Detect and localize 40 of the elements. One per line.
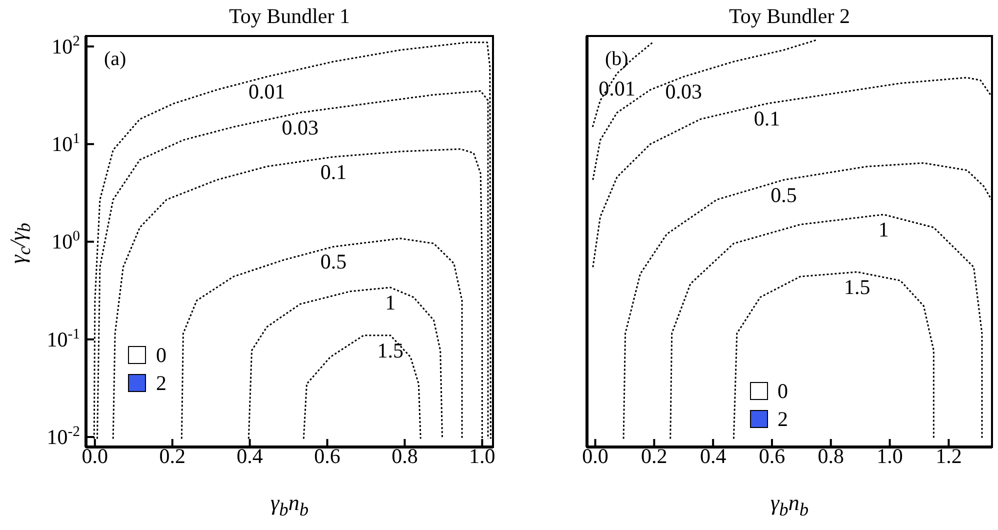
- y-tick-label: 10$^{-2}$: [46, 424, 80, 450]
- series-label: 1: [385, 290, 396, 314]
- x-tick-label: 0.2: [641, 444, 668, 468]
- series-label: 0.5: [770, 182, 797, 207]
- chart-title: Toy Bundler 1: [228, 4, 352, 29]
- x-axis-title: γ$_{b}$n$_{b}$: [769, 490, 810, 520]
- series-label: 0.03: [282, 116, 319, 140]
- x-tick-label: 0.6: [758, 444, 786, 468]
- x-tick-label: 0.6: [314, 444, 340, 468]
- x-tick-label: 0.8: [818, 444, 844, 468]
- x-tick-label: 0.4: [236, 444, 264, 468]
- annotation: (a): [104, 48, 126, 71]
- x-tick-label: 0.0: [82, 444, 108, 468]
- x-tick-label: 0.2: [159, 444, 186, 468]
- series-label: 0.1: [754, 106, 780, 131]
- x-tick-label: 0.4: [700, 444, 727, 468]
- series-label: 0.01: [598, 76, 636, 100]
- series-label: 0.1: [320, 160, 347, 184]
- annotation: 2: [156, 370, 166, 396]
- y-tick-label: 10$^{-1}$: [46, 326, 80, 352]
- chart-title: Toy Bundler 2: [728, 4, 852, 29]
- series-label: 1.5: [844, 274, 870, 299]
- x-tick-label: 1.0: [469, 444, 496, 468]
- series-label: 0.03: [665, 80, 702, 104]
- annotation: 2: [778, 406, 788, 432]
- series-label: 1.5: [377, 338, 404, 362]
- y-tick-label: 10$^{0}$: [52, 228, 80, 254]
- series-label: 0.5: [320, 250, 347, 274]
- x-tick-label: 0.8: [392, 444, 418, 468]
- x-tick-label: 1.2: [936, 444, 962, 468]
- y-tick-label: 10$^{2}$: [52, 33, 80, 58]
- series-label: 0.01: [248, 80, 286, 104]
- x-tick-label: 0.0: [582, 444, 608, 468]
- annotation: 0: [156, 342, 166, 368]
- x-axis-title: γ$_{b}$n$_{b}$: [269, 490, 310, 520]
- y-tick-label: 10$^{1}$: [52, 131, 80, 156]
- annotation: (b): [605, 48, 628, 71]
- series-label: 1: [878, 218, 889, 242]
- annotation: 0: [778, 378, 788, 404]
- x-tick-label: 1.0: [876, 444, 903, 468]
